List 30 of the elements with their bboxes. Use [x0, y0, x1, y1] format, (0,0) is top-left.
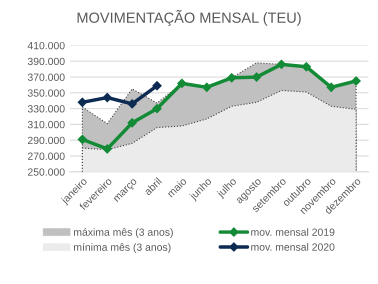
- y-tick-label: 290.000: [28, 136, 65, 144]
- y-tick-label: 410.000: [28, 42, 65, 50]
- point: [301, 62, 312, 72]
- legend-label: mov. mensal 2019: [251, 228, 334, 236]
- point: [202, 82, 212, 92]
- y-tick-label: 310.000: [28, 120, 65, 128]
- point: [127, 98, 138, 109]
- chart-title: MOVIMENTAÇÃO MENSAL (TEU): [78, 10, 301, 26]
- y-tick-label: 390.000: [28, 58, 65, 66]
- y-tick-label: 270.000: [28, 152, 65, 160]
- legend-label: mínima mês (3 anos): [74, 243, 171, 253]
- point: [152, 80, 162, 91]
- point: [177, 78, 187, 88]
- point: [127, 118, 138, 128]
- point: [326, 82, 336, 92]
- y-tick-label: 370.000: [28, 74, 65, 81]
- legend-label: máxima mês (3 anos): [74, 228, 173, 238]
- y-tick-label: 250.000: [28, 168, 65, 176]
- legend-label: mov. mensal 2020: [251, 243, 334, 251]
- point: [252, 72, 262, 82]
- y-tick-label: 330.000: [28, 105, 65, 113]
- point: [77, 134, 88, 144]
- y-tick-label: 350.000: [28, 89, 65, 97]
- point: [152, 104, 162, 114]
- point: [226, 72, 237, 83]
- point: [276, 59, 286, 70]
- point: [351, 76, 362, 86]
- point: [102, 144, 112, 154]
- point: [77, 97, 88, 108]
- point: [102, 92, 112, 102]
